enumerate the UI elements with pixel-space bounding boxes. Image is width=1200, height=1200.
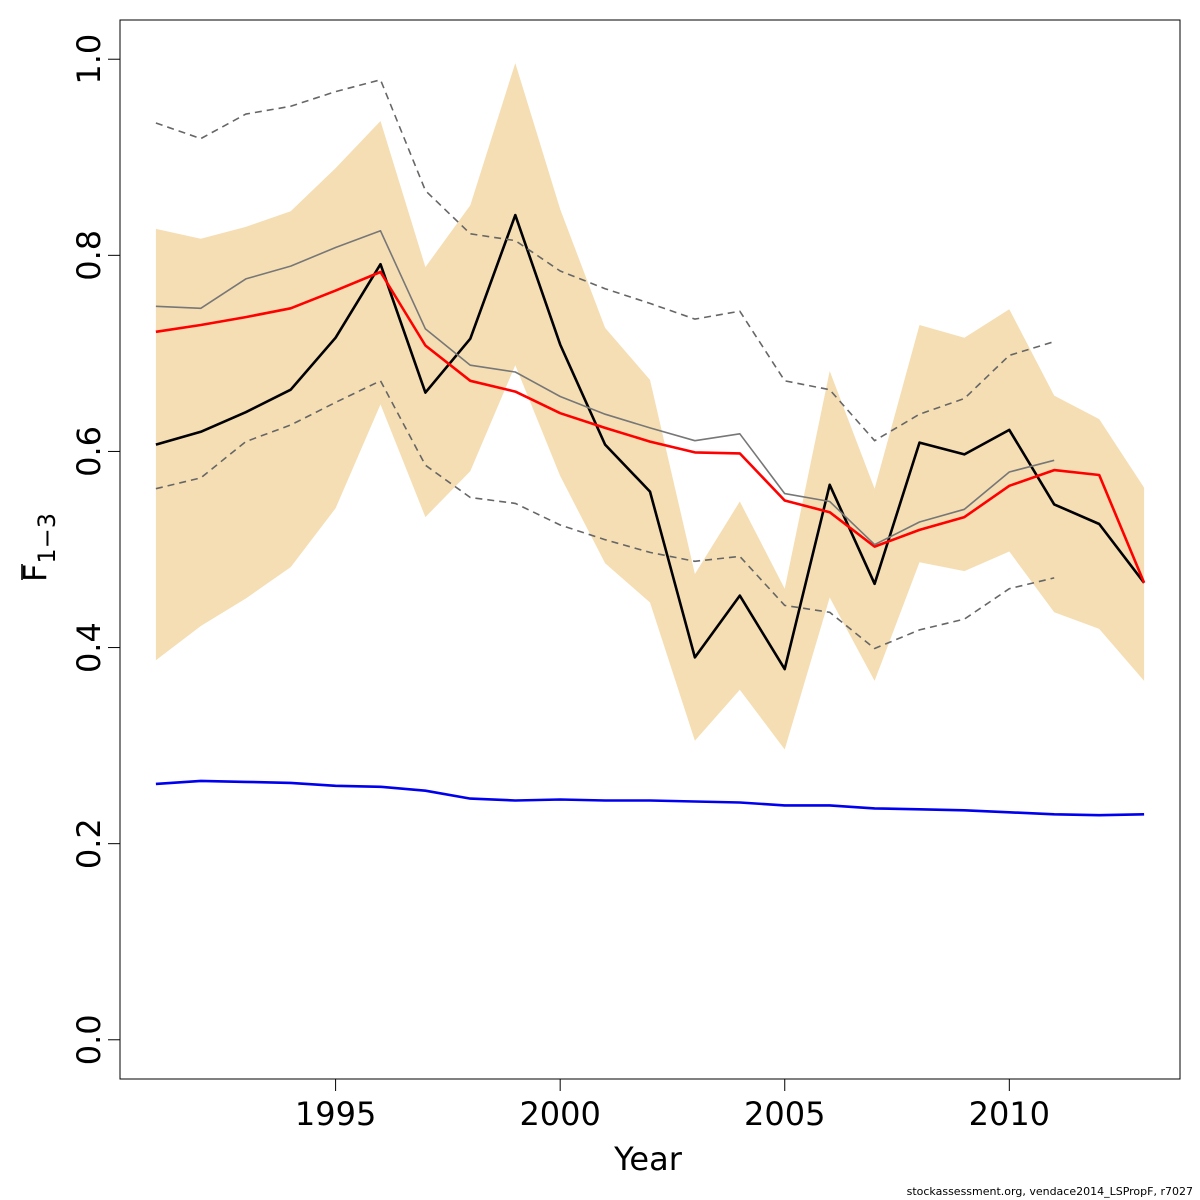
series-line-6	[155, 779, 1145, 817]
series-line-3	[155, 230, 1055, 546]
footer-text: stockassessment.org, vendace2014_LSPropF…	[907, 1185, 1193, 1198]
y-tick-label-0.2: 0.2	[70, 818, 108, 869]
y-axis: 0.0 0.2 0.4 0.6 0.8 1.0	[70, 34, 120, 1065]
plot-frame	[119, 19, 1181, 1080]
y-axis-title: F1−3	[16, 513, 61, 582]
series-layer	[155, 79, 1146, 817]
series-line-1	[155, 213, 1146, 671]
y-tick-label-0.8: 0.8	[70, 230, 108, 281]
y-tick-label-1.0: 1.0	[70, 34, 108, 85]
y-tick-label-0.0: 0.0	[70, 1014, 108, 1065]
y-axis-title-main: F	[16, 564, 54, 582]
x-tick-label-2000: 2000	[519, 1095, 600, 1133]
series-line-2	[155, 270, 1146, 584]
confidence-band	[155, 63, 1145, 750]
y-tick-label-0.6: 0.6	[70, 426, 108, 477]
y-tick-label-0.4: 0.4	[70, 622, 108, 673]
y-axis-title-subscript: 1−3	[33, 513, 61, 564]
x-tick-label-1995: 1995	[295, 1095, 376, 1133]
series-line-5	[155, 379, 1055, 650]
x-tick-label-2005: 2005	[744, 1095, 825, 1133]
x-tick-label-2010: 2010	[969, 1095, 1050, 1133]
x-axis: 1995 2000 2005 2010	[295, 1079, 1050, 1133]
svg-text:F1−3: F1−3	[16, 513, 61, 582]
x-axis-title: Year	[613, 1140, 683, 1178]
confidence-band-layer	[155, 63, 1145, 750]
series-line-4	[155, 79, 1055, 442]
